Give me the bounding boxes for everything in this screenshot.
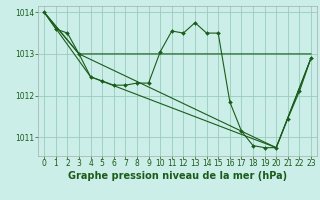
X-axis label: Graphe pression niveau de la mer (hPa): Graphe pression niveau de la mer (hPa) bbox=[68, 171, 287, 181]
